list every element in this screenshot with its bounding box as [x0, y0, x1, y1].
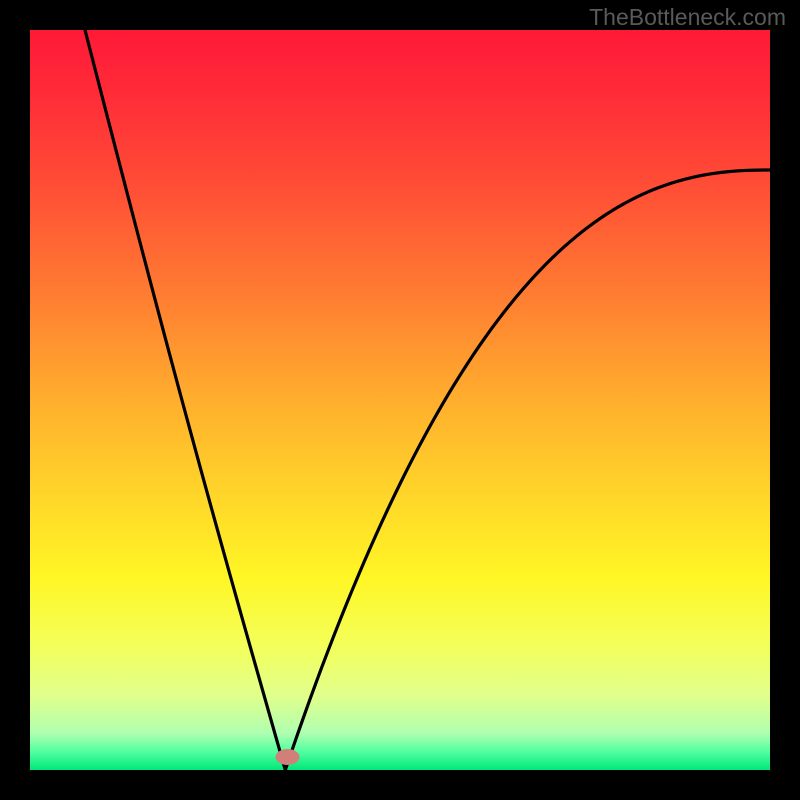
optimal-marker: [276, 749, 300, 765]
watermark-text: TheBottleneck.com: [589, 4, 786, 31]
chart-svg: [0, 0, 800, 800]
bottleneck-chart: TheBottleneck.com: [0, 0, 800, 800]
plot-background: [30, 30, 770, 770]
